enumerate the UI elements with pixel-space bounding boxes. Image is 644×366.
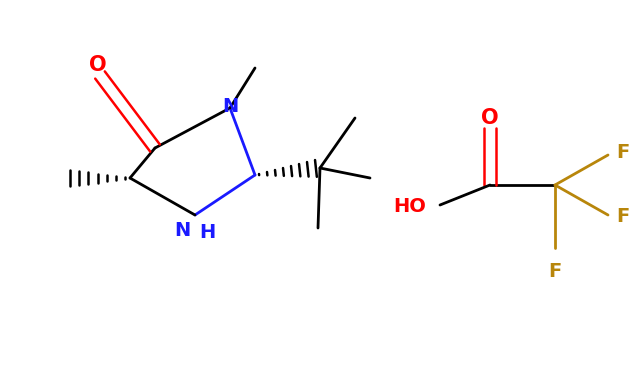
- Text: HO: HO: [393, 198, 426, 217]
- Text: N: N: [222, 97, 238, 116]
- Text: F: F: [616, 208, 629, 227]
- Text: F: F: [549, 262, 562, 281]
- Text: H: H: [199, 224, 215, 243]
- Text: F: F: [616, 143, 629, 163]
- Text: O: O: [89, 55, 107, 75]
- Text: O: O: [481, 108, 499, 128]
- Text: N: N: [175, 221, 191, 240]
